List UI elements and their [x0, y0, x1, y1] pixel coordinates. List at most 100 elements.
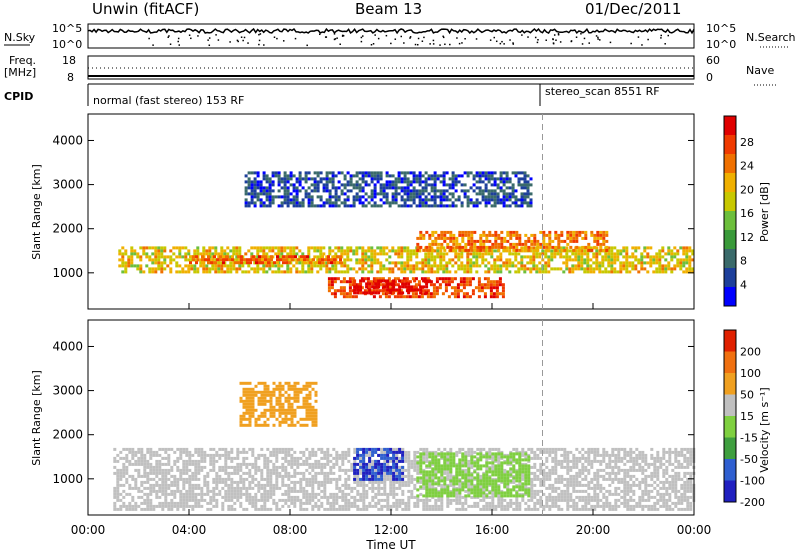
power-cell	[370, 198, 374, 202]
power-cell	[385, 186, 389, 190]
velocity-cell	[116, 495, 120, 499]
velocity-cell	[293, 498, 297, 502]
power-cell	[355, 198, 359, 202]
power-cell	[201, 255, 204, 259]
velocity-cell	[260, 477, 264, 481]
power-cell	[385, 267, 389, 271]
velocity-cell	[470, 504, 474, 508]
power-cell	[334, 267, 338, 271]
velocity-cell	[560, 492, 564, 496]
power-cell	[481, 174, 485, 178]
power-cell	[283, 183, 287, 187]
power-cell	[533, 239, 537, 243]
power-cell	[469, 252, 473, 256]
velocity-cell	[113, 456, 117, 460]
velocity-cell	[308, 501, 312, 505]
power-cell	[463, 195, 467, 199]
velocity-cell	[386, 495, 390, 499]
power-cell	[524, 233, 528, 237]
power-cell	[175, 264, 179, 268]
velocity-cell	[212, 480, 216, 484]
power-cell	[295, 186, 299, 190]
power-cell	[477, 286, 481, 290]
power-cell	[298, 180, 302, 184]
power-cell	[421, 192, 425, 196]
power-cell	[590, 233, 594, 237]
velocity-cell	[350, 501, 354, 505]
power-cell	[575, 230, 579, 234]
velocity-cell	[458, 447, 462, 451]
nsearch-point	[334, 38, 337, 40]
velocity-cell	[602, 459, 606, 463]
velocity-cell	[284, 450, 288, 454]
nsearch-point	[169, 43, 172, 45]
power-cell	[325, 174, 329, 178]
power-cell	[336, 261, 339, 265]
velocity-cell	[395, 492, 399, 496]
power-cell	[386, 279, 390, 283]
velocity-cell	[380, 504, 384, 508]
nsearch-point	[167, 36, 169, 39]
power-cell	[505, 246, 509, 250]
velocity-cell	[164, 477, 168, 481]
power-cell	[359, 285, 363, 289]
velocity-cell	[290, 489, 294, 493]
power-cell	[583, 267, 587, 271]
velocity-cell	[590, 465, 594, 469]
velocity-cell	[137, 450, 141, 454]
power-cell	[574, 255, 578, 259]
power-cell	[379, 249, 383, 253]
power-cell	[445, 264, 449, 268]
power-cell	[445, 252, 449, 256]
power-cell	[313, 180, 317, 184]
power-cell	[364, 204, 368, 208]
power-cell	[484, 249, 488, 253]
velocity-cell	[182, 483, 186, 487]
power-cell	[424, 261, 428, 265]
power-cell	[316, 189, 320, 193]
nsearch-point	[258, 33, 260, 36]
velocity-cell	[500, 501, 504, 505]
velocity-cell	[590, 462, 594, 466]
velocity-cell	[596, 480, 600, 484]
power-cell	[523, 270, 527, 274]
power-cell	[151, 258, 155, 262]
velocity-cell	[149, 486, 153, 490]
velocity-cell	[182, 462, 186, 466]
power-cell	[178, 249, 182, 253]
power-cell	[307, 195, 311, 199]
power-cell	[465, 277, 469, 281]
power-cell	[464, 248, 468, 252]
velocity-cell	[176, 507, 180, 511]
power-cell	[497, 233, 501, 237]
power-cell	[452, 242, 456, 246]
power-cell	[447, 295, 451, 299]
velocity-cell	[569, 459, 573, 463]
power-cell	[467, 242, 471, 246]
power-cell	[394, 252, 398, 256]
power-cell	[465, 283, 469, 287]
velocity-cell	[344, 468, 348, 472]
power-cell	[271, 249, 275, 253]
nsearch-point	[442, 36, 445, 39]
power-cell	[234, 261, 237, 265]
velocity-cell	[146, 474, 150, 478]
power-cell	[356, 291, 360, 295]
velocity-cell	[221, 465, 225, 469]
power-cell	[328, 201, 332, 205]
velocity-cell	[383, 474, 387, 478]
power-cell	[163, 246, 167, 250]
power-cell	[610, 246, 614, 250]
velocity-cell	[587, 486, 591, 490]
power-cell	[613, 252, 617, 256]
power-cell	[514, 264, 518, 268]
velocity-cell	[401, 489, 405, 493]
power-cell	[445, 183, 449, 187]
velocity-cell	[377, 474, 381, 478]
velocity-cell	[287, 453, 291, 457]
power-cell	[595, 264, 599, 268]
power-cell	[560, 230, 564, 234]
velocity-cell	[143, 507, 147, 511]
velocity-cell	[476, 447, 480, 451]
velocity-cell	[383, 492, 387, 496]
